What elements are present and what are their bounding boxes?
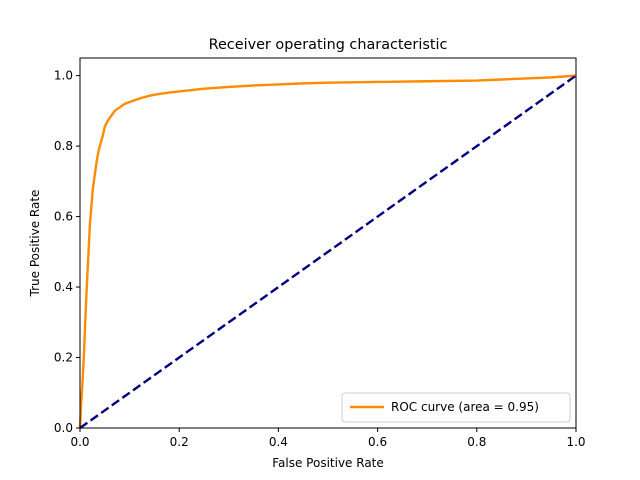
- chance-diagonal-line: [79, 74, 577, 429]
- plot-frame: [79, 57, 577, 429]
- x-tick-label: 0.8: [467, 435, 486, 449]
- y-tick-label: 0.2: [54, 351, 73, 365]
- y-axis-label: True Positive Rate: [28, 190, 42, 298]
- legend-box: [341, 392, 571, 423]
- legend: ROC curve (area = 0.95): [341, 392, 571, 423]
- y-tick-label: 0.8: [54, 139, 73, 153]
- legend-label: ROC curve (area = 0.95): [391, 400, 539, 414]
- chart-title: Receiver operating characteristic: [209, 37, 448, 53]
- y-axis-ticks: 0.0 0.2 0.4 0.6 0.8 1.0: [54, 69, 80, 435]
- y-tick-label: 0.0: [54, 421, 73, 435]
- plot-background: [80, 58, 576, 428]
- x-tick-label: 0.0: [70, 435, 89, 449]
- x-axis-ticks: 0.0 0.2 0.4 0.6 0.8 1.0: [70, 428, 586, 449]
- x-tick-label: 0.2: [170, 435, 189, 449]
- x-tick-label: 0.4: [269, 435, 288, 449]
- roc-curve-line: [78, 74, 577, 429]
- x-tick-label: 0.6: [368, 435, 387, 449]
- x-tick-label: 1.0: [566, 435, 585, 449]
- plot-area: [78, 57, 577, 429]
- series-layer: [78, 74, 577, 429]
- y-tick-label: 0.6: [54, 210, 73, 224]
- x-axis-label: False Positive Rate: [272, 456, 384, 470]
- y-tick-label: 1.0: [54, 69, 73, 83]
- y-tick-label: 0.4: [54, 280, 73, 294]
